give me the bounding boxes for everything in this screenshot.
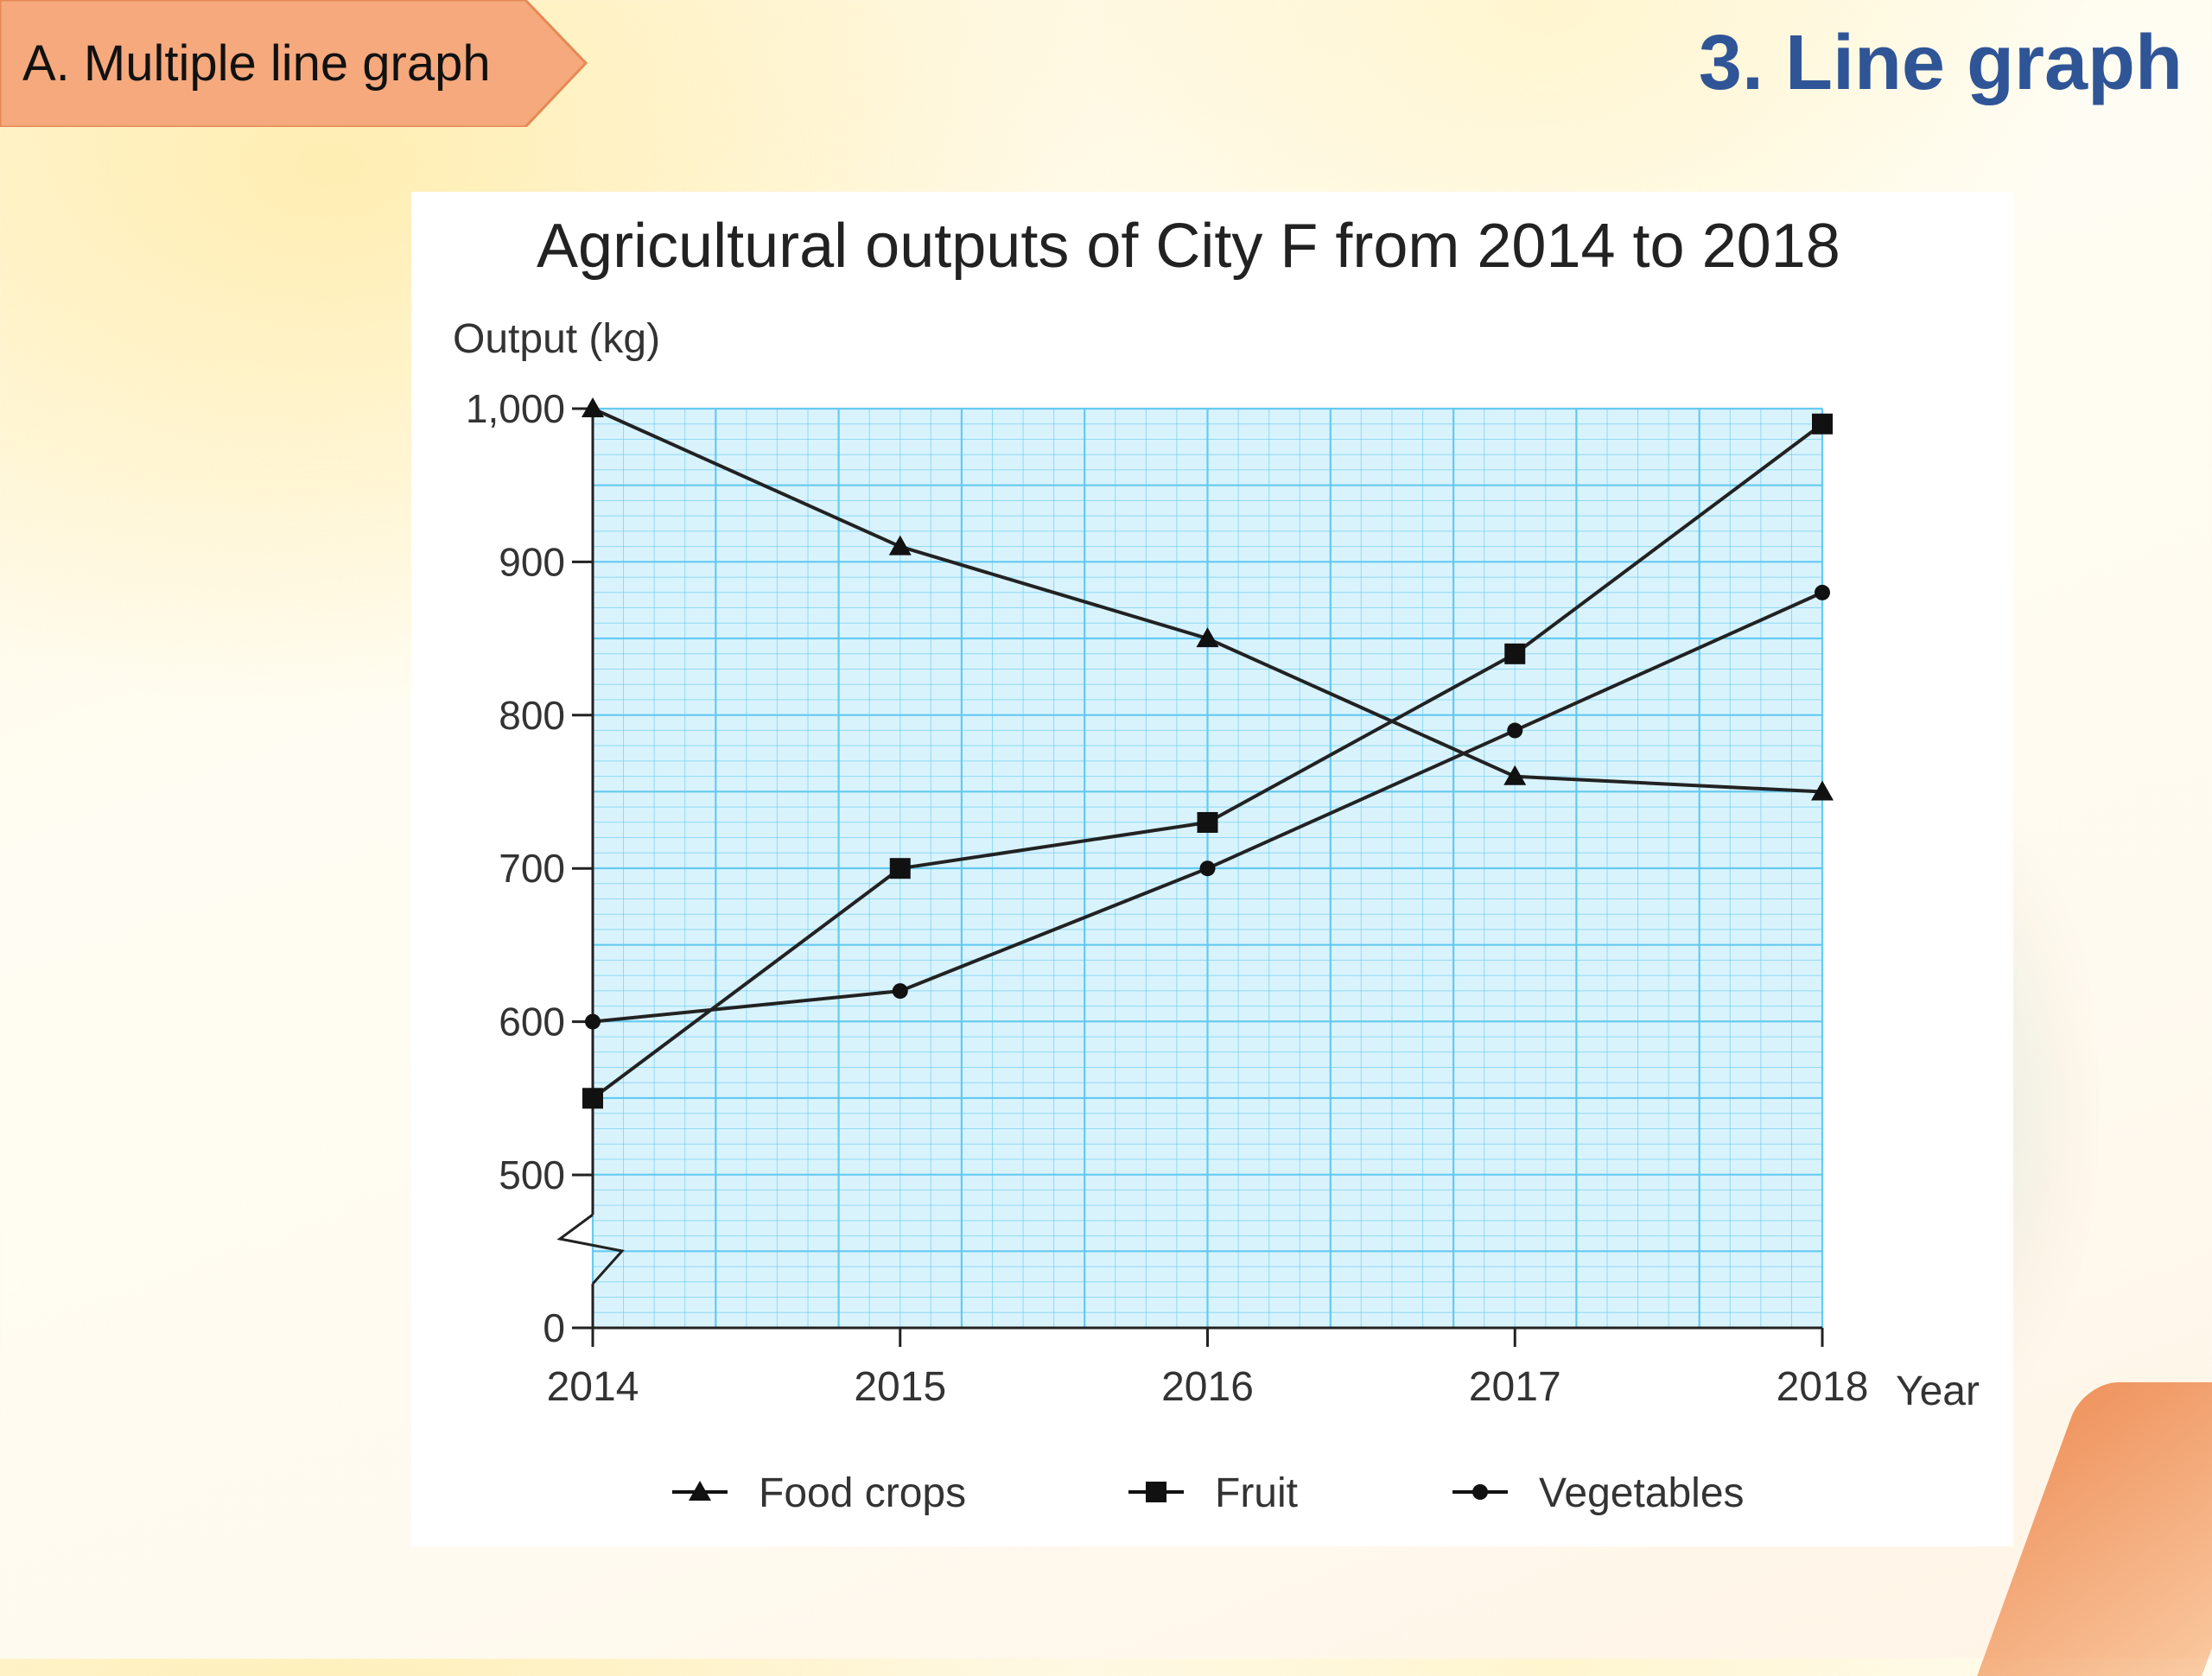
slide-title: 3. Line graph [1698, 20, 2183, 106]
data-point-fruit [582, 1088, 603, 1109]
axes: 0 500 600 700 800 900 1,000 2014 2015 2016 2017 201… [466, 386, 1869, 1410]
y-tick-label: 700 [499, 846, 565, 891]
data-point-food-crops [888, 535, 912, 555]
legend: Food crops Fruit Vegetables [672, 1470, 1745, 1516]
data-point-fruit [1812, 413, 1833, 435]
legend-marker [689, 1481, 711, 1501]
data-point-vegetables [1815, 584, 1830, 600]
series-food-crops [582, 397, 1834, 801]
y-axis-break-zigzag [556, 1213, 625, 1286]
series-group [582, 397, 1834, 1109]
legend-label: Food crops [759, 1470, 966, 1516]
data-point-fruit [889, 858, 911, 879]
x-axis-label: Year [1896, 1368, 1980, 1414]
x-tick-label: 2017 [1469, 1364, 1561, 1410]
y-tick-label: 1,000 [466, 386, 565, 431]
x-tick-label: 2018 [1777, 1364, 1869, 1410]
legend-item-food-crops: Food crops [672, 1470, 966, 1516]
data-point-food-crops [1196, 627, 1219, 648]
legend-item-vegetables: Vegetables [1452, 1470, 1745, 1516]
y-tick-label: 600 [499, 1000, 565, 1044]
x-tick-label: 2016 [1161, 1364, 1254, 1410]
y-tick-label: 500 [499, 1152, 565, 1197]
y-tick-label: 900 [499, 539, 565, 584]
ribbon-shape [0, 0, 588, 127]
chart-title: Agricultural outputs of City F from 2014… [537, 212, 1840, 281]
y-tick-label: 0 [543, 1305, 565, 1350]
data-point-vegetables [892, 983, 908, 1000]
y-axis-label: Output (kg) [453, 316, 660, 362]
y-tick-label: 800 [499, 693, 565, 738]
legend-marker [1472, 1484, 1488, 1500]
data-point-fruit [1197, 811, 1218, 833]
legend-label: Fruit [1215, 1470, 1298, 1516]
data-point-food-crops [1811, 780, 1834, 801]
x-tick-label: 2014 [547, 1364, 639, 1410]
x-tick-label: 2015 [854, 1364, 946, 1410]
legend-label: Vegetables [1539, 1470, 1745, 1516]
legend-item-fruit: Fruit [1128, 1470, 1298, 1516]
data-point-vegetables [1199, 860, 1216, 877]
chart-panel: Agricultural outputs of City F from 2014… [411, 192, 2013, 1546]
series-fruit [582, 413, 1833, 1109]
line-chart: Agricultural outputs of City F from 2014… [453, 212, 1980, 1516]
data-point-fruit [1504, 643, 1526, 664]
series-vegetables [585, 584, 1830, 1030]
data-point-vegetables [1507, 722, 1523, 739]
data-point-vegetables [585, 1013, 601, 1030]
data-point-food-crops [582, 397, 604, 417]
data-point-food-crops [1503, 765, 1527, 785]
section-ribbon [0, 0, 588, 127]
legend-marker [1146, 1482, 1166, 1502]
section-ribbon-label: A. Multiple line graph [22, 35, 491, 92]
